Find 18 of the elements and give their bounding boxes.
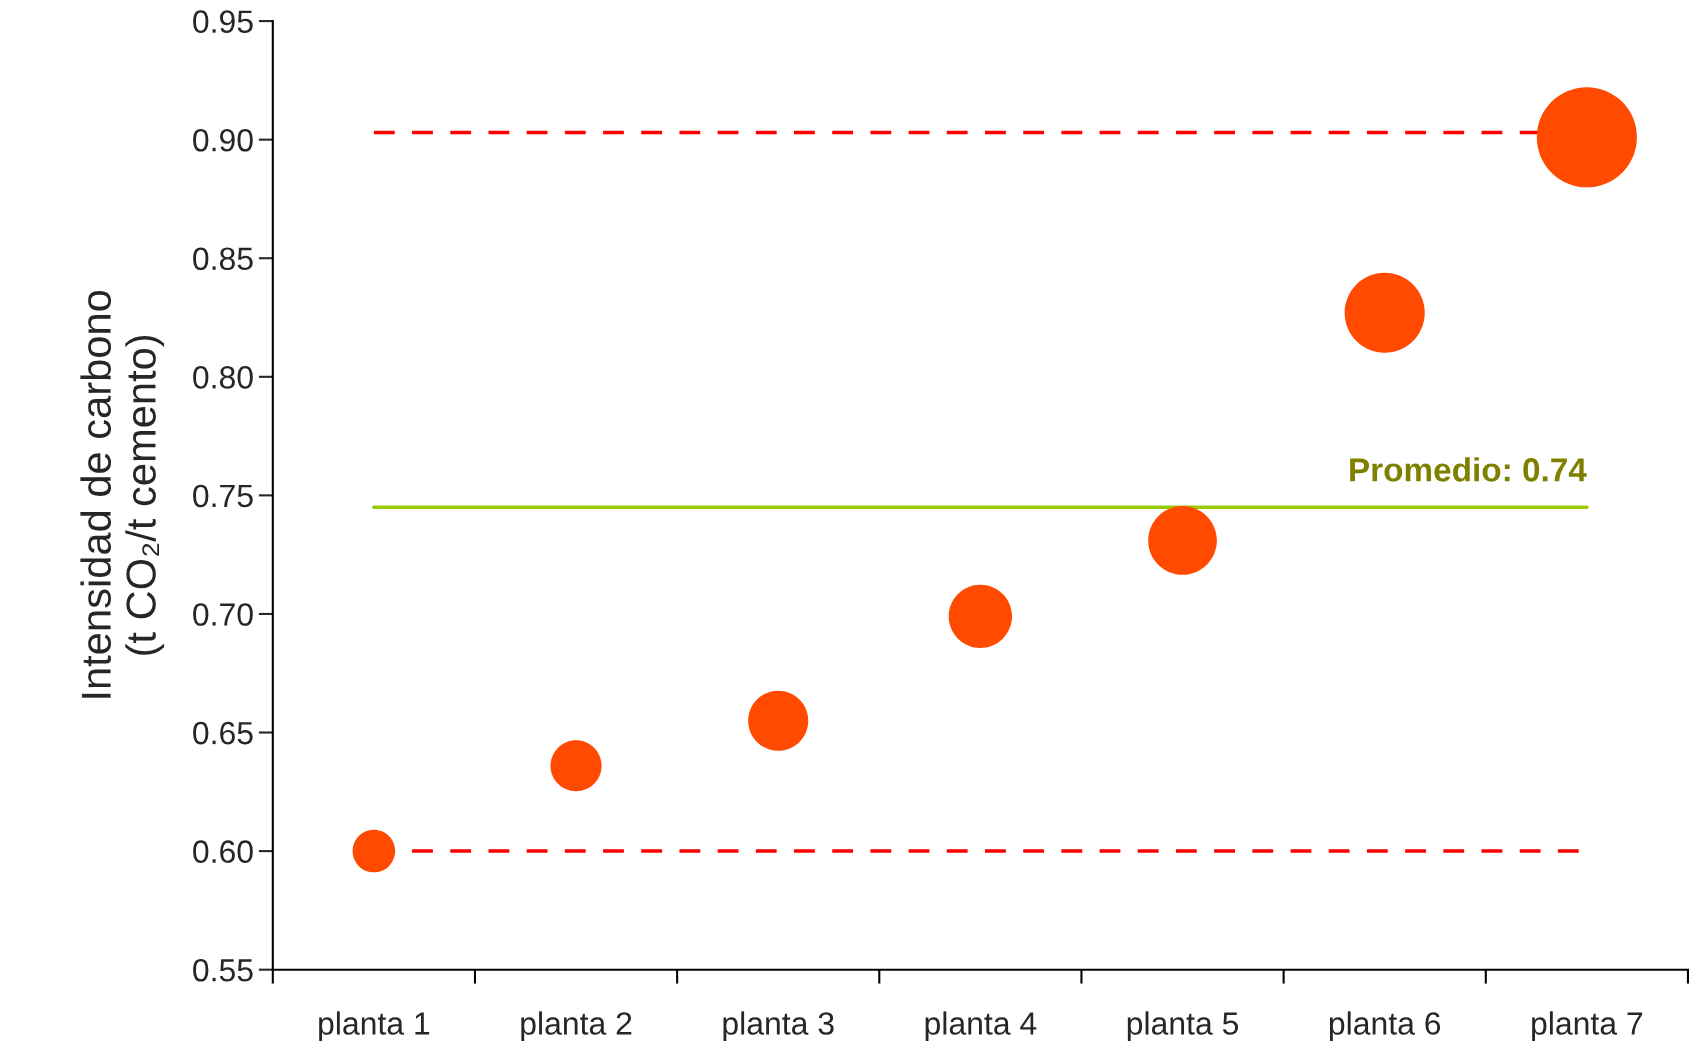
y-tick-label: 0.60 bbox=[193, 840, 253, 863]
y-tick-label: 0.70 bbox=[193, 603, 253, 626]
y-tick-label: 0.85 bbox=[193, 247, 253, 271]
x-tick-label: planta 4 bbox=[925, 1011, 1037, 1042]
y-tick-label: 0.75 bbox=[193, 484, 253, 508]
y-axis-title: Intensidad de carbono (t CO₂/t cemento) bbox=[80, 290, 165, 698]
y-tick-label: 0.90 bbox=[193, 128, 253, 152]
x-tick-label: planta 2 bbox=[521, 1011, 632, 1042]
ref-line-label: Promedio: 0.74 bbox=[1350, 457, 1587, 482]
y-tick-label: 0.55 bbox=[193, 958, 253, 982]
x-tick-label: planta 6 bbox=[1329, 1011, 1441, 1042]
x-tick-label: planta 7 bbox=[1532, 1011, 1643, 1042]
y-tick-label: 0.95 bbox=[193, 10, 253, 33]
y-tick-label: 0.80 bbox=[193, 366, 253, 389]
x-tick-label: planta 3 bbox=[723, 1011, 834, 1042]
x-tick-label: planta 5 bbox=[1127, 1011, 1239, 1042]
x-tick-label: planta 1 bbox=[319, 1011, 430, 1042]
y-tick-label: 0.65 bbox=[193, 721, 253, 745]
